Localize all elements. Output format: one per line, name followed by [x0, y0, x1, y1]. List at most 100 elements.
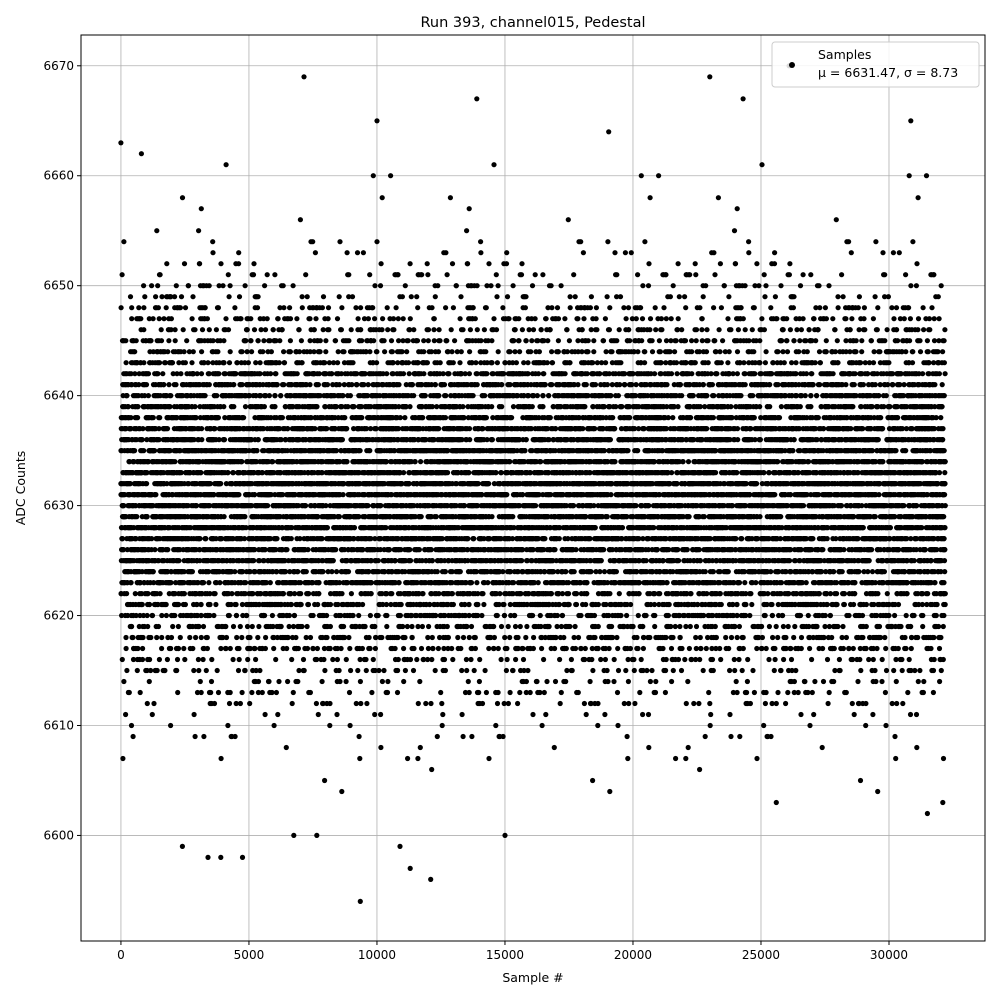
- data-point: [133, 591, 138, 596]
- data-point: [289, 536, 294, 541]
- data-point: [373, 646, 378, 651]
- data-point: [358, 679, 363, 684]
- data-point: [145, 514, 150, 519]
- data-point: [168, 393, 173, 398]
- data-point: [326, 305, 331, 310]
- data-point: [199, 371, 204, 376]
- data-point: [132, 349, 137, 354]
- data-point: [258, 360, 263, 365]
- data-point: [159, 338, 164, 343]
- data-point: [245, 657, 250, 662]
- data-point: [124, 668, 129, 673]
- data-point: [328, 646, 333, 651]
- data-point: [289, 602, 294, 607]
- data-point: [265, 272, 270, 277]
- data-point: [233, 371, 238, 376]
- data-point: [151, 569, 156, 574]
- data-point: [158, 591, 163, 596]
- data-point: [341, 624, 346, 629]
- data-point: [213, 602, 218, 607]
- data-point: [226, 272, 231, 277]
- data-point: [238, 316, 243, 321]
- data-point: [323, 349, 328, 354]
- data-point: [288, 316, 293, 321]
- data-point: [209, 679, 214, 684]
- data-point: [227, 701, 232, 706]
- data-point: [328, 624, 333, 629]
- data-point: [227, 294, 232, 299]
- data-point: [224, 635, 229, 640]
- data-point: [223, 624, 228, 629]
- data-point: [341, 349, 346, 354]
- data-point: [173, 338, 178, 343]
- data-point: [201, 734, 206, 739]
- data-point: [331, 558, 336, 563]
- data-point: [328, 602, 333, 607]
- data-point: [287, 613, 292, 618]
- data-point: [252, 646, 257, 651]
- data-point: [320, 305, 325, 310]
- data-point: [216, 415, 221, 420]
- data-point: [207, 382, 212, 387]
- data-point: [355, 668, 360, 673]
- data-point: [210, 239, 215, 244]
- data-point: [260, 349, 265, 354]
- data-point: [181, 327, 186, 332]
- data-point: [140, 635, 145, 640]
- data-point: [274, 690, 279, 695]
- data-point: [190, 294, 195, 299]
- data-point: [181, 646, 186, 651]
- data-point: [199, 602, 204, 607]
- data-point: [295, 679, 300, 684]
- data-point: [298, 591, 303, 596]
- data-point: [135, 415, 140, 420]
- data-point: [183, 305, 188, 310]
- data-point: [151, 415, 156, 420]
- data-point: [196, 657, 201, 662]
- data-point: [149, 283, 154, 288]
- data-point: [324, 426, 329, 431]
- data-point: [348, 668, 353, 673]
- data-point: [222, 514, 227, 519]
- data-point: [210, 250, 215, 255]
- data-point: [232, 569, 237, 574]
- data-point: [206, 580, 211, 585]
- data-point: [169, 316, 174, 321]
- data-point: [178, 371, 183, 376]
- data-point: [354, 382, 359, 387]
- data-point: [228, 646, 233, 651]
- data-point: [246, 360, 251, 365]
- data-point: [251, 272, 256, 277]
- data-point: [281, 349, 286, 354]
- data-point: [299, 602, 304, 607]
- data-point: [363, 624, 368, 629]
- data-point: [211, 338, 216, 343]
- data-point: [157, 415, 162, 420]
- data-point: [200, 327, 205, 332]
- data-point: [212, 701, 217, 706]
- data-point: [314, 701, 319, 706]
- data-point: [307, 382, 312, 387]
- data-point: [341, 492, 346, 497]
- data-point: [175, 657, 180, 662]
- data-point: [248, 316, 253, 321]
- data-point: [273, 657, 278, 662]
- data-point: [252, 327, 257, 332]
- data-point: [176, 558, 181, 563]
- data-point: [221, 360, 226, 365]
- data-point: [256, 679, 261, 684]
- data-point: [207, 602, 212, 607]
- data-point: [256, 624, 261, 629]
- data-point: [312, 327, 317, 332]
- data-point: [159, 327, 164, 332]
- data-point: [196, 624, 201, 629]
- data-point: [339, 591, 344, 596]
- data-point: [145, 701, 150, 706]
- data-point: [330, 657, 335, 662]
- data-point: [199, 690, 204, 695]
- data-point: [279, 624, 284, 629]
- data-point: [339, 305, 344, 310]
- data-point: [256, 437, 261, 442]
- data-point: [300, 294, 305, 299]
- data-point: [236, 250, 241, 255]
